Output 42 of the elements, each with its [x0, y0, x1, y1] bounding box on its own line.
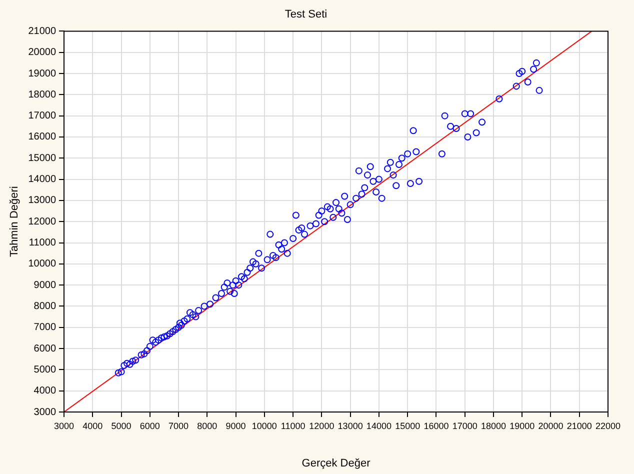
x-tick-label: 13000	[338, 420, 363, 431]
y-tick-label: 18000	[28, 89, 56, 100]
x-tick-label: 3000	[54, 420, 74, 431]
x-tick-label: 10000	[252, 420, 277, 431]
x-tick-label: 4000	[82, 420, 103, 431]
x-tick-label: 15000	[395, 420, 420, 431]
x-tick-label: 17000	[452, 420, 478, 431]
y-tick-label: 5000	[34, 364, 56, 376]
y-tick-label: 10000	[28, 258, 56, 270]
x-tick-label: 8000	[197, 420, 218, 431]
x-tick-label: 18000	[480, 420, 506, 431]
x-tick-label: 11000	[280, 420, 306, 431]
y-tick-label: 15000	[28, 152, 56, 164]
x-axis-title: Gerçek Değer	[302, 457, 371, 470]
y-tick-label: 16000	[28, 132, 56, 143]
y-tick-label: 7000	[34, 322, 56, 334]
y-tick-label: 21000	[28, 26, 56, 37]
x-tick-label: 9000	[226, 420, 246, 431]
y-tick-label: 11000	[28, 238, 56, 249]
y-tick-label: 17000	[28, 110, 56, 122]
x-tick-label: 7000	[168, 420, 189, 431]
x-tick-label: 12000	[309, 420, 334, 431]
y-tick-label: 12000	[28, 216, 56, 228]
y-axis-title: Tahmin Değeri	[8, 186, 21, 258]
y-tick-label: 19000	[28, 68, 56, 80]
y-tick-label: 20000	[28, 47, 56, 58]
y-tick-label: 6000	[34, 343, 56, 354]
y-tick-label: 3000	[34, 406, 56, 418]
x-tick-label: 14000	[366, 420, 392, 431]
x-tick-label: 6000	[140, 420, 160, 431]
chart-title: Test Seti	[284, 8, 328, 21]
x-tick-label: 5000	[111, 420, 132, 431]
x-tick-label: 20000	[538, 420, 564, 431]
y-tick-label: 13000	[28, 195, 56, 206]
x-tick-label: 22000	[595, 420, 621, 431]
y-tick-label: 4000	[34, 386, 56, 397]
x-tick-label: 16000	[424, 420, 449, 431]
y-tick-label: 14000	[28, 174, 56, 186]
y-tick-label: 8000	[34, 300, 56, 312]
x-tick-label: 21000	[566, 420, 592, 431]
y-tick-label: 9000	[34, 280, 56, 291]
x-tick-label: 19000	[510, 420, 535, 431]
